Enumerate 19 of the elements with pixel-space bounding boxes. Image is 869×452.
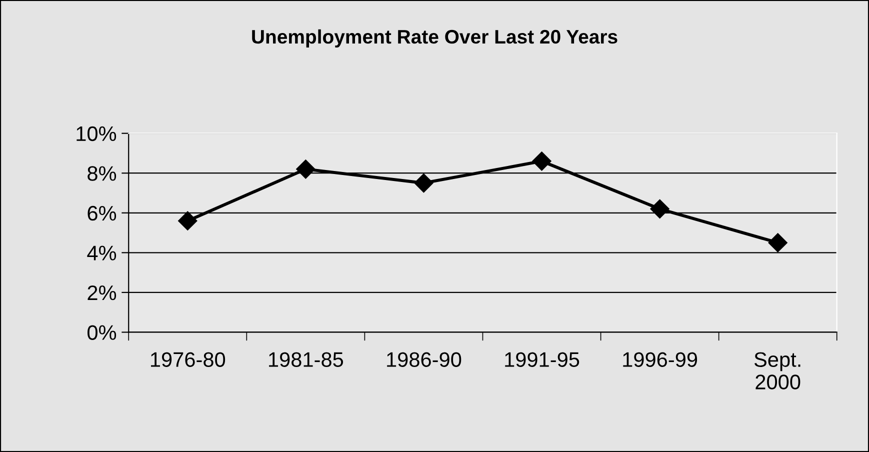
x-tick-label: Sept. 2000 — [754, 352, 800, 390]
x-tick-label: 1976-80 — [150, 352, 226, 367]
y-tick-label: 2% — [88, 285, 116, 300]
y-tick-label: 6% — [88, 206, 116, 221]
y-tick-label: 0% — [88, 325, 116, 340]
point — [296, 160, 316, 179]
x-tick-label: 1981-85 — [269, 352, 344, 367]
x-tick-label: 1996-99 — [623, 352, 698, 367]
y-tick-label: 4% — [87, 246, 116, 260]
chart-title: Unemployment Rate Over Last 20 Years — [252, 29, 618, 48]
x-tick-label: 1986-90 — [387, 352, 462, 367]
point — [178, 211, 198, 230]
y-tick-label: 8% — [88, 166, 116, 181]
y-tick-label: 10% — [76, 126, 116, 142]
point — [768, 233, 788, 252]
x-tick-label: 1991-95 — [505, 352, 580, 367]
point — [414, 174, 434, 193]
point — [532, 152, 552, 171]
point — [650, 199, 670, 218]
